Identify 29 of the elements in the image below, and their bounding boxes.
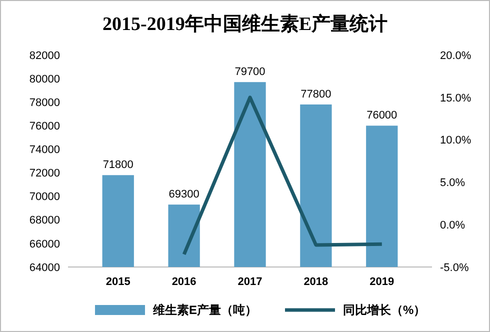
y-tick-label: 76000: [29, 120, 60, 133]
y2-tick-label: 5.0%: [440, 177, 466, 190]
x-tick-label: 2015: [106, 276, 130, 288]
y-tick-label: 78000: [29, 96, 60, 109]
x-tick-label: 2017: [238, 276, 262, 288]
y2-tick-label: -5.0%: [440, 262, 469, 274]
y2-tick-label: 15.0%: [440, 92, 472, 104]
text: 79700: [234, 66, 266, 78]
y-tick-label: 70000: [29, 191, 60, 204]
x-tick-label: 2018: [304, 276, 328, 288]
y2-tick-label: 20.0%: [440, 50, 472, 62]
y2-tick-label: 0.0%: [440, 219, 466, 232]
y-tick-label: 74000: [29, 144, 60, 156]
x-tick-label: 2019: [370, 276, 394, 288]
chart-title: 2015-2019年中国维生素E产量统计: [102, 13, 388, 35]
y2-tick-label: 10.0%: [440, 134, 472, 147]
y-tick-label: 64000: [29, 262, 60, 274]
y-tick-label: 72000: [29, 168, 60, 180]
text: 76000: [366, 110, 398, 122]
legend-label: 维生素E产量（吨）: [152, 303, 258, 318]
y-tick-label: 80000: [29, 73, 60, 86]
y-tick-label: 66000: [29, 238, 60, 250]
text: 77800: [300, 88, 332, 100]
text: 71800: [102, 159, 134, 172]
y-tick-label: 82000: [29, 50, 60, 62]
legend-label: 同比增长（%）: [343, 303, 426, 318]
x-tick-label: 2016: [172, 276, 196, 288]
y-tick-label: 68000: [29, 214, 60, 227]
text: 69300: [168, 188, 200, 201]
